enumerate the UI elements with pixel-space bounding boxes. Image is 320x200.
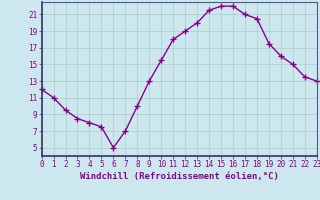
X-axis label: Windchill (Refroidissement éolien,°C): Windchill (Refroidissement éolien,°C) (80, 172, 279, 181)
